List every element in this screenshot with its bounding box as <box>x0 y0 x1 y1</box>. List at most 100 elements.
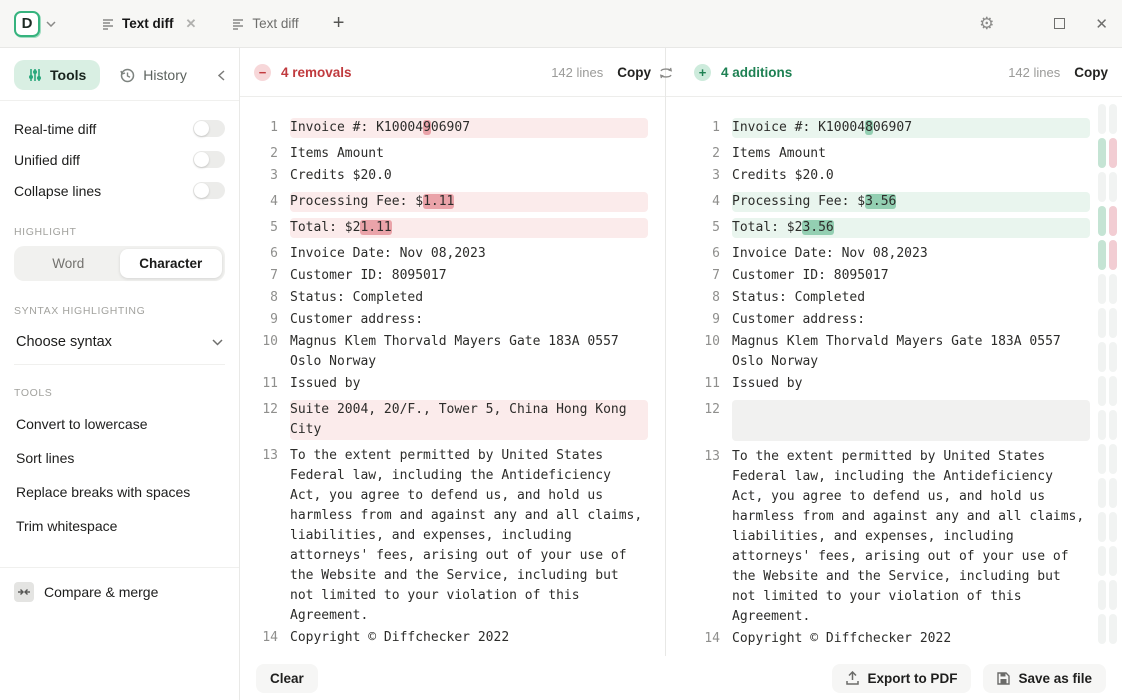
line-text: 06907 <box>430 120 471 135</box>
minimap-plain-mark <box>1109 342 1117 372</box>
line-number: 12 <box>704 402 720 417</box>
line-text: Processing Fee: $ <box>732 194 866 209</box>
tab-text-diff-2[interactable]: Text diff <box>214 0 316 48</box>
diff-line-11: 11 Issued by <box>252 373 665 395</box>
diff-line-6: 6 Invoice Date: Nov 08,2023 <box>694 243 1122 265</box>
sliders-icon <box>28 68 42 82</box>
minimap-removal-mark <box>1109 240 1117 270</box>
minimap-plain-mark <box>1109 172 1117 202</box>
diff-line-2: 2 Items Amount <box>252 143 665 165</box>
minimap-plain-mark <box>1109 444 1117 474</box>
minimap-plain-mark <box>1098 444 1106 474</box>
line-content: Processing Fee: $3.56 <box>732 192 1090 212</box>
line-text: Magnus Klem Thorvald Mayers Gate 183A 05… <box>732 334 1069 369</box>
line-text: Invoice #: K10004 <box>290 120 424 135</box>
diff-line-4: 4 Processing Fee: $1.11 <box>252 191 665 213</box>
chevron-down-icon <box>212 338 223 346</box>
left-copy-button[interactable]: Copy <box>617 64 651 80</box>
minimap-plain-mark <box>1109 614 1117 644</box>
sidebar-tab-tools[interactable]: Tools <box>14 60 101 90</box>
choose-syntax-dropdown[interactable]: Choose syntax <box>14 325 225 365</box>
left-pane-content[interactable]: 1 Invoice #: K10004906907 2 Items Amount 3 Cr… <box>240 97 665 649</box>
minimap-plain-mark <box>1109 410 1117 440</box>
line-text: Issued by <box>732 376 803 391</box>
tab-label: Text diff <box>252 16 299 31</box>
diff-line-1: 1 Invoice #: K10004906907 <box>252 117 665 139</box>
diff-line-9: 9 Customer address: <box>252 309 665 331</box>
line-text: Items Amount <box>290 146 384 161</box>
line-text: Processing Fee: $ <box>290 194 424 209</box>
highlight-mode-segmented-control: Word Character <box>14 246 225 281</box>
line-number: 4 <box>270 194 278 209</box>
diff-minimap-scrollbar[interactable] <box>1098 104 1117 644</box>
compare-merge-icon <box>14 582 34 602</box>
line-text: 06907 <box>872 120 913 135</box>
tab-close-icon[interactable]: ✕ <box>185 15 197 31</box>
toggle-switch[interactable] <box>193 120 225 137</box>
line-content: Invoice Date: Nov 08,2023 <box>290 244 648 264</box>
line-number: 6 <box>270 246 278 261</box>
line-number: 14 <box>262 630 278 645</box>
swap-panes-icon[interactable] <box>656 64 676 82</box>
window-close-button[interactable]: ✕ <box>1095 15 1108 33</box>
line-number: 5 <box>270 220 278 235</box>
toggle-switch[interactable] <box>193 182 225 199</box>
right-copy-button[interactable]: Copy <box>1074 64 1108 80</box>
history-clock-icon <box>120 68 135 83</box>
line-text: Suite 2004, 20/F., Tower 5, China Hong K… <box>290 402 635 437</box>
save-floppy-icon <box>997 671 1011 685</box>
tool-item-convert-to-lowercase[interactable]: Convert to lowercase <box>16 416 148 432</box>
tab-text-diff-1[interactable]: Text diff ✕ <box>84 0 214 48</box>
tab-strip: Text diff ✕ Text diff <box>84 0 317 48</box>
compare-merge-button[interactable]: Compare & merge <box>0 567 239 616</box>
diff-line-13: 13 To the extent permitted by United Stat… <box>252 445 665 627</box>
highlight-option-character[interactable]: Character <box>119 249 222 278</box>
line-text: Credits $20.0 <box>290 168 392 183</box>
toggle-label: Unified diff <box>14 151 80 168</box>
line-content: Copyright © Diffchecker 2022 <box>732 629 1090 649</box>
minimap-plain-mark <box>1109 546 1117 576</box>
line-content: Invoice #: K10004906907 <box>290 118 648 138</box>
window-maximize-button[interactable] <box>1054 18 1066 29</box>
minimap-plain-mark <box>1098 512 1106 542</box>
line-text: To the extent permitted by United States… <box>290 448 651 623</box>
footer-bar: Clear Export to PDF <box>240 656 1122 700</box>
line-number: 1 <box>270 120 278 135</box>
right-pane-content[interactable]: 1 Invoice #: K10004806907 2 Items Amount 3 Cr… <box>666 97 1122 650</box>
changed-text-highlight: 1.11 <box>360 220 392 235</box>
line-content: Invoice #: K10004806907 <box>732 118 1090 138</box>
clear-button[interactable]: Clear <box>256 663 318 693</box>
toggle-knob <box>194 152 209 167</box>
export-pdf-label: Export to PDF <box>867 670 958 686</box>
changed-text-highlight: 1.11 <box>423 194 455 209</box>
app-logo[interactable]: D <box>14 10 40 37</box>
minimap-plain-mark <box>1109 104 1117 134</box>
changed-text-highlight: 9 <box>423 120 431 135</box>
save-as-file-button[interactable]: Save as file <box>983 663 1106 693</box>
line-number: 4 <box>712 194 720 209</box>
new-tab-button[interactable]: + <box>332 12 345 34</box>
sidebar-collapse-chevron-icon[interactable] <box>218 69 225 81</box>
line-content: Invoice Date: Nov 08,2023 <box>732 244 1090 264</box>
sidebar-tab-history[interactable]: History <box>110 60 197 90</box>
app-body: Tools History Real-time dif <box>0 48 1122 700</box>
line-content: Status: Completed <box>732 288 1090 308</box>
document-lines-icon <box>102 18 114 30</box>
toggle-switch[interactable] <box>193 151 225 168</box>
tool-item-trim-whitespace[interactable]: Trim whitespace <box>16 518 118 534</box>
right-lines-count: 142 lines <box>1008 64 1061 80</box>
tool-item-replace-breaks-with-spaces[interactable]: Replace breaks with spaces <box>16 484 191 500</box>
minimap-plain-mark <box>1098 376 1106 406</box>
line-number: 10 <box>704 334 720 349</box>
export-pdf-button[interactable]: Export to PDF <box>832 663 972 693</box>
settings-gear-icon[interactable]: ⚙ <box>979 13 995 33</box>
tool-item-sort-lines[interactable]: Sort lines <box>16 450 75 466</box>
window-controls: ⚙ ✕ <box>979 14 1108 34</box>
diff-main-area: − 4 removals 142 lines Copy 1 Invoice #: … <box>240 48 1122 700</box>
minimap-addition-mark <box>1098 138 1106 168</box>
highlight-option-word[interactable]: Word <box>52 256 85 271</box>
line-content: Copyright © Diffchecker 2022 <box>290 628 648 648</box>
line-content: Items Amount <box>732 144 1090 164</box>
logo-chevron-down-icon[interactable] <box>46 20 56 27</box>
